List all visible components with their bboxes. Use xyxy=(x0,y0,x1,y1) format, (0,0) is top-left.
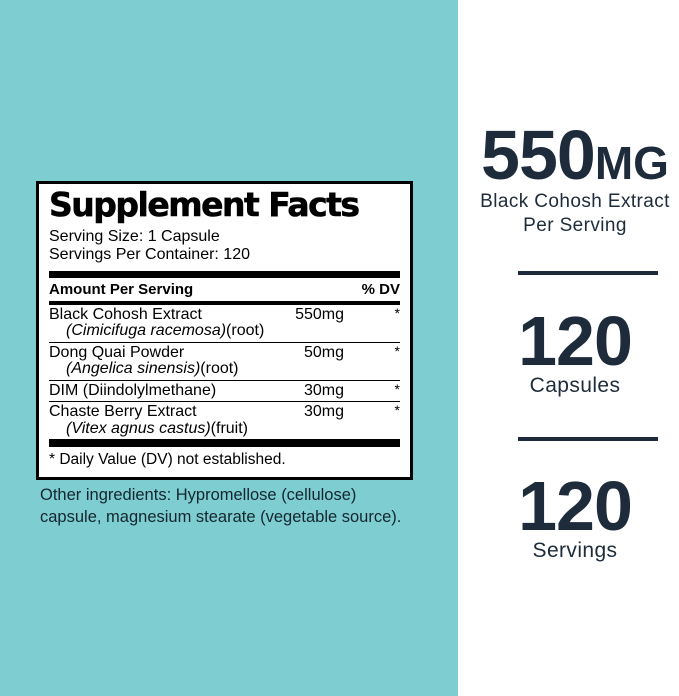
divider-thick-bottom xyxy=(49,439,400,448)
dose-amount: 550MG xyxy=(471,120,679,190)
dose-caption-line1: Black Cohosh Extract xyxy=(480,191,670,212)
column-header: Amount Per Serving % DV xyxy=(49,278,400,301)
ingredient-botanical-detail: (Cimicifuga racemosa)(root) xyxy=(66,322,265,340)
capsule-count-caption: Capsules xyxy=(529,374,621,397)
divider-rule xyxy=(518,437,658,441)
ingredient-botanical-detail: (Angelica sinensis)(root) xyxy=(66,360,239,378)
divider-medium xyxy=(49,300,400,305)
servings-per-container: Servings Per Container: 120 xyxy=(49,246,250,264)
dv-footnote: * Daily Value (DV) not established. xyxy=(49,451,286,469)
ingredient-name: DIM (Diindolylmethane) xyxy=(49,381,217,399)
serving-count-caption: Servings xyxy=(532,539,618,562)
highlights-column: 550MG Black Cohosh Extract Per Serving 1… xyxy=(458,0,679,696)
ingredient-botanical-detail: (Vitex agnus castus)(fruit) xyxy=(66,419,248,437)
ingredient-row-dong-quai: Dong Quai Powder 50mg * (Angelica sinens… xyxy=(49,343,400,381)
ingredient-amount: 550mg xyxy=(295,305,344,323)
ingredient-name: Dong Quai Powder xyxy=(49,343,185,361)
ingredient-dv: * xyxy=(394,402,400,419)
divider-rule xyxy=(518,271,658,275)
ingredient-row-dim: DIM (Diindolylmethane) 30mg * xyxy=(49,381,400,403)
teal-background-panel: Supplement Facts Serving Size: 1 Capsule… xyxy=(0,0,458,696)
other-ingredients-text: Other ingredients: Hypromellose (cellulo… xyxy=(40,486,402,526)
capsule-count: 120 xyxy=(518,302,633,380)
ingredient-row-chaste-berry: Chaste Berry Extract 30mg * (Vitex agnus… xyxy=(49,402,400,439)
ingredient-row-black-cohosh: Black Cohosh Extract 550mg * (Cimicifuga… xyxy=(49,305,400,343)
ingredient-name: Black Cohosh Extract xyxy=(49,305,202,323)
serving-count: 120 xyxy=(518,467,633,545)
dose-value: 550 xyxy=(481,116,596,194)
percent-dv-header: % DV xyxy=(361,280,400,298)
ingredient-amount: 30mg xyxy=(303,381,344,399)
dose-unit: MG xyxy=(594,137,669,189)
ingredient-dv: * xyxy=(394,342,400,359)
dose-caption: Black Cohosh Extract Per Serving xyxy=(471,190,679,238)
ingredient-dv: * xyxy=(394,304,400,321)
serving-info: Serving Size: 1 Capsule Servings Per Con… xyxy=(49,228,400,265)
divider-thick-top xyxy=(49,270,400,278)
serving-size: Serving Size: 1 Capsule xyxy=(49,227,220,245)
dose-caption-line2: Per Serving xyxy=(523,215,627,236)
facts-title: Supplement Facts xyxy=(49,185,361,224)
supplement-facts-panel: Supplement Facts Serving Size: 1 Capsule… xyxy=(36,181,413,480)
ingredient-name: Chaste Berry Extract xyxy=(49,403,197,421)
ingredient-amount: 50mg xyxy=(303,343,344,361)
amount-per-serving-header: Amount Per Serving xyxy=(49,280,194,298)
ingredient-amount: 30mg xyxy=(303,403,344,421)
ingredient-dv: * xyxy=(394,380,400,397)
